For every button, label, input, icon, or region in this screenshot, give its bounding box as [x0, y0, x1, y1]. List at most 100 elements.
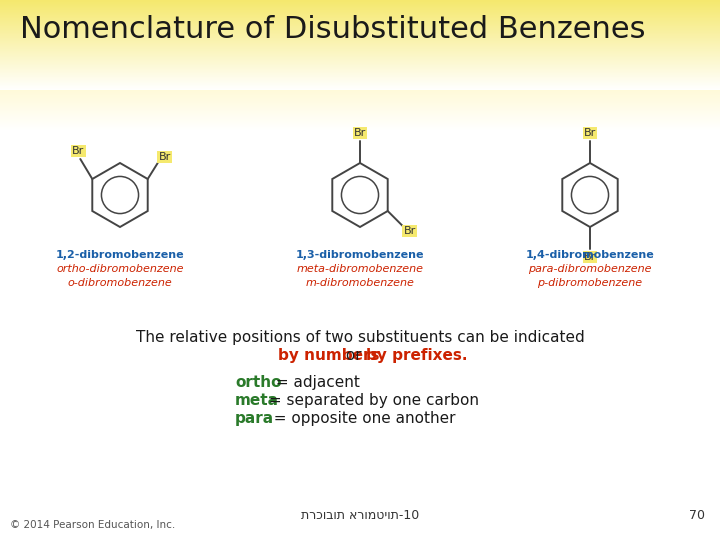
Bar: [0, 128, 720, 129]
Text: ortho-dibromobenzene: ortho-dibromobenzene: [56, 264, 184, 274]
Bar: [0, 109, 720, 110]
Bar: [0, 7, 720, 8]
Bar: [0, 15, 720, 16]
Text: 70: 70: [689, 509, 705, 522]
Bar: [0, 8, 720, 9]
Bar: [0, 75, 720, 76]
Bar: [0, 122, 720, 123]
Bar: [0, 23, 720, 24]
Text: תרכובות ארומטיות-10: תרכובות ארומטיות-10: [301, 509, 419, 522]
Bar: [0, 57, 720, 58]
Text: by numbers: by numbers: [278, 348, 379, 363]
Bar: [0, 111, 720, 112]
Bar: [0, 46, 720, 47]
Bar: [0, 47, 720, 48]
Bar: [0, 13, 720, 14]
Bar: [0, 78, 720, 79]
Bar: [0, 74, 720, 75]
Text: 1,4-dibromobenzene: 1,4-dibromobenzene: [526, 250, 654, 260]
Bar: [0, 107, 720, 108]
Text: Br: Br: [584, 128, 596, 138]
Text: Br: Br: [404, 226, 416, 236]
Text: Br: Br: [584, 252, 596, 262]
Text: The relative positions of two substituents can be indicated: The relative positions of two substituen…: [135, 330, 585, 345]
Bar: [0, 94, 720, 95]
Bar: [0, 87, 720, 88]
Bar: [0, 93, 720, 94]
Bar: [0, 123, 720, 124]
Bar: [0, 98, 720, 99]
Text: © 2014 Pearson Education, Inc.: © 2014 Pearson Education, Inc.: [10, 520, 175, 530]
Bar: [0, 88, 720, 89]
Bar: [0, 63, 720, 64]
Bar: [0, 11, 720, 12]
Bar: [0, 35, 720, 36]
Bar: [0, 43, 720, 44]
Bar: [0, 80, 720, 81]
Bar: [0, 120, 720, 121]
Bar: [0, 102, 720, 103]
Bar: [0, 113, 720, 114]
Bar: [0, 69, 720, 70]
Bar: [0, 3, 720, 4]
Bar: [0, 29, 720, 30]
Bar: [0, 60, 720, 61]
Bar: [0, 105, 720, 106]
Bar: [0, 37, 720, 38]
Bar: [0, 36, 720, 37]
Bar: [0, 26, 720, 27]
Bar: [0, 103, 720, 104]
Bar: [0, 101, 720, 102]
Text: 1,2-dibromobenzene: 1,2-dibromobenzene: [55, 250, 184, 260]
Bar: [0, 115, 720, 116]
Bar: [0, 10, 720, 11]
Bar: [0, 64, 720, 65]
Bar: [0, 92, 720, 93]
Bar: [0, 84, 720, 85]
Bar: [0, 6, 720, 7]
Bar: [0, 70, 720, 71]
Bar: [0, 19, 720, 20]
Bar: [0, 121, 720, 122]
Bar: [0, 129, 720, 130]
Bar: [0, 104, 720, 105]
Bar: [0, 89, 720, 90]
Bar: [0, 124, 720, 125]
Bar: [0, 14, 720, 15]
Bar: [0, 53, 720, 54]
Bar: [0, 4, 720, 5]
Bar: [0, 31, 720, 32]
Bar: [0, 21, 720, 22]
Bar: [0, 96, 720, 97]
Text: p-dibromobenzene: p-dibromobenzene: [537, 278, 642, 288]
Bar: [0, 40, 720, 41]
Bar: [0, 38, 720, 39]
Bar: [0, 127, 720, 128]
Text: meta: meta: [235, 393, 279, 408]
Bar: [0, 22, 720, 23]
Bar: [0, 97, 720, 98]
Bar: [0, 99, 720, 100]
Bar: [0, 41, 720, 42]
Bar: [0, 77, 720, 78]
Bar: [0, 110, 720, 111]
Bar: [0, 39, 720, 40]
Bar: [0, 0, 720, 1]
Bar: [0, 44, 720, 45]
Bar: [0, 125, 720, 126]
Bar: [0, 126, 720, 127]
Bar: [0, 82, 720, 83]
Text: para-dibromobenzene: para-dibromobenzene: [528, 264, 652, 274]
Text: m-dibromobenzene: m-dibromobenzene: [305, 278, 415, 288]
Bar: [0, 62, 720, 63]
Text: para: para: [235, 411, 274, 426]
Bar: [0, 116, 720, 117]
Bar: [0, 27, 720, 28]
Bar: [0, 34, 720, 35]
Bar: [0, 49, 720, 50]
Bar: [0, 67, 720, 68]
Bar: [0, 66, 720, 67]
Bar: [0, 5, 720, 6]
Text: o-dibromobenzene: o-dibromobenzene: [68, 278, 172, 288]
Bar: [0, 71, 720, 72]
